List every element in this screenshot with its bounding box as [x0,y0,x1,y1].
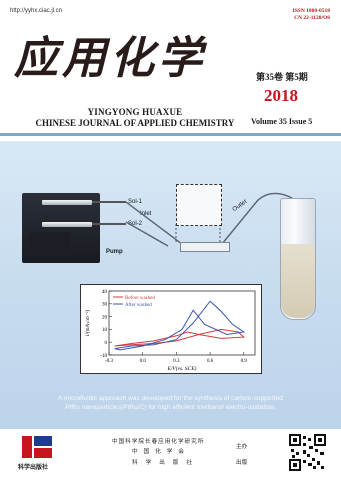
x-tick-label: 0.0 [140,359,147,364]
legend-label-1: Before washed [125,296,155,301]
needle-1 [92,201,126,203]
y-tick-label: 30 [102,303,108,308]
series-line-1 [114,328,246,347]
organizer-role: 主办 [236,444,248,450]
issn-block: ISSN 1000-0518 CN 22-1128/O6 [293,8,330,22]
x-tick-label: -0.3 [105,359,113,364]
y-tick-label: 10 [102,328,108,333]
legend-label-2: After washed [125,303,152,308]
volume-issue-cn: 第35卷 第5期 [256,72,308,82]
cover-caption: A microfluidic approach was developed fo… [14,394,327,412]
pump-control-panel [30,232,70,256]
society-name: 中国化学会 [132,449,190,455]
cv-plot-frame: -0.3 0.0 0.3 0.6 0.9 -10 0 10 20 30 40 E/V(vs. SCE)… [80,284,262,374]
syringe-2 [42,222,92,227]
sol-1-label: Sol-1 [128,199,143,205]
needle-2 [92,223,126,225]
x-axis-label: E/V(vs. SCE) [166,365,196,372]
volume-issue-en: Volume 35 Issue 5 [251,117,313,126]
y-tick-label: 40 [102,290,108,295]
qr-code [289,434,326,471]
inlet-label: Inlet [140,211,152,217]
cv-chart: -0.3 0.0 0.3 0.6 0.9 -10 0 10 20 30 40 E/V(vs. SCE)… [84,290,256,372]
pump-label: Pump [106,249,123,255]
x-tick-label: 0.6 [207,359,214,364]
publication-year: 2018 [264,86,298,105]
plot-area [108,290,256,356]
t-junction-zoom [176,184,222,226]
microfluidic-chip [180,242,230,252]
english-title: CHINESE JOURNAL OF APPLIED CHEMISTRY [35,118,235,128]
header-rule [0,133,341,136]
caption-line-1: A microfluidic approach was developed fo… [58,395,283,402]
zoom-lead-lines [175,224,221,244]
issn-number: ISSN 1000-0518 [292,8,330,14]
pinyin-title: YINGYONG HUAXUE [87,107,183,117]
organizer-name: 中国科学院长春应用化学研究所 [112,439,205,445]
x-tick-label: 0.3 [173,359,180,364]
syringe-1 [42,200,92,205]
y-tick-label: 20 [102,315,108,320]
footer [0,429,341,477]
printer-name: 科学出版社 [132,460,200,466]
flow-tubing-2 [125,221,169,247]
publisher-logo [22,436,52,458]
flow-tubing [125,192,293,245]
journal-url: http://yyhx.ciac.jl.cn [10,8,63,14]
x-tick-label: 0.9 [241,359,248,364]
y-tick-label: -10 [100,354,107,359]
cn-number: CN 22-1128/O6 [294,15,330,21]
tube-product [281,244,315,318]
series-line-2 [114,300,246,351]
printer-role: 出版 [236,460,248,466]
journal-title-cn: 应用化学 [14,33,206,84]
publisher-name: 科学出版社 [18,464,49,471]
y-tick-label: 0 [105,341,108,346]
sol-2-label: Sol-2 [128,221,143,227]
caption-line-2: PtRu nanoparticles(PtRu/C) for high effi… [65,404,276,411]
y-axis-label: i/(mA·cm⁻²) [84,310,91,337]
